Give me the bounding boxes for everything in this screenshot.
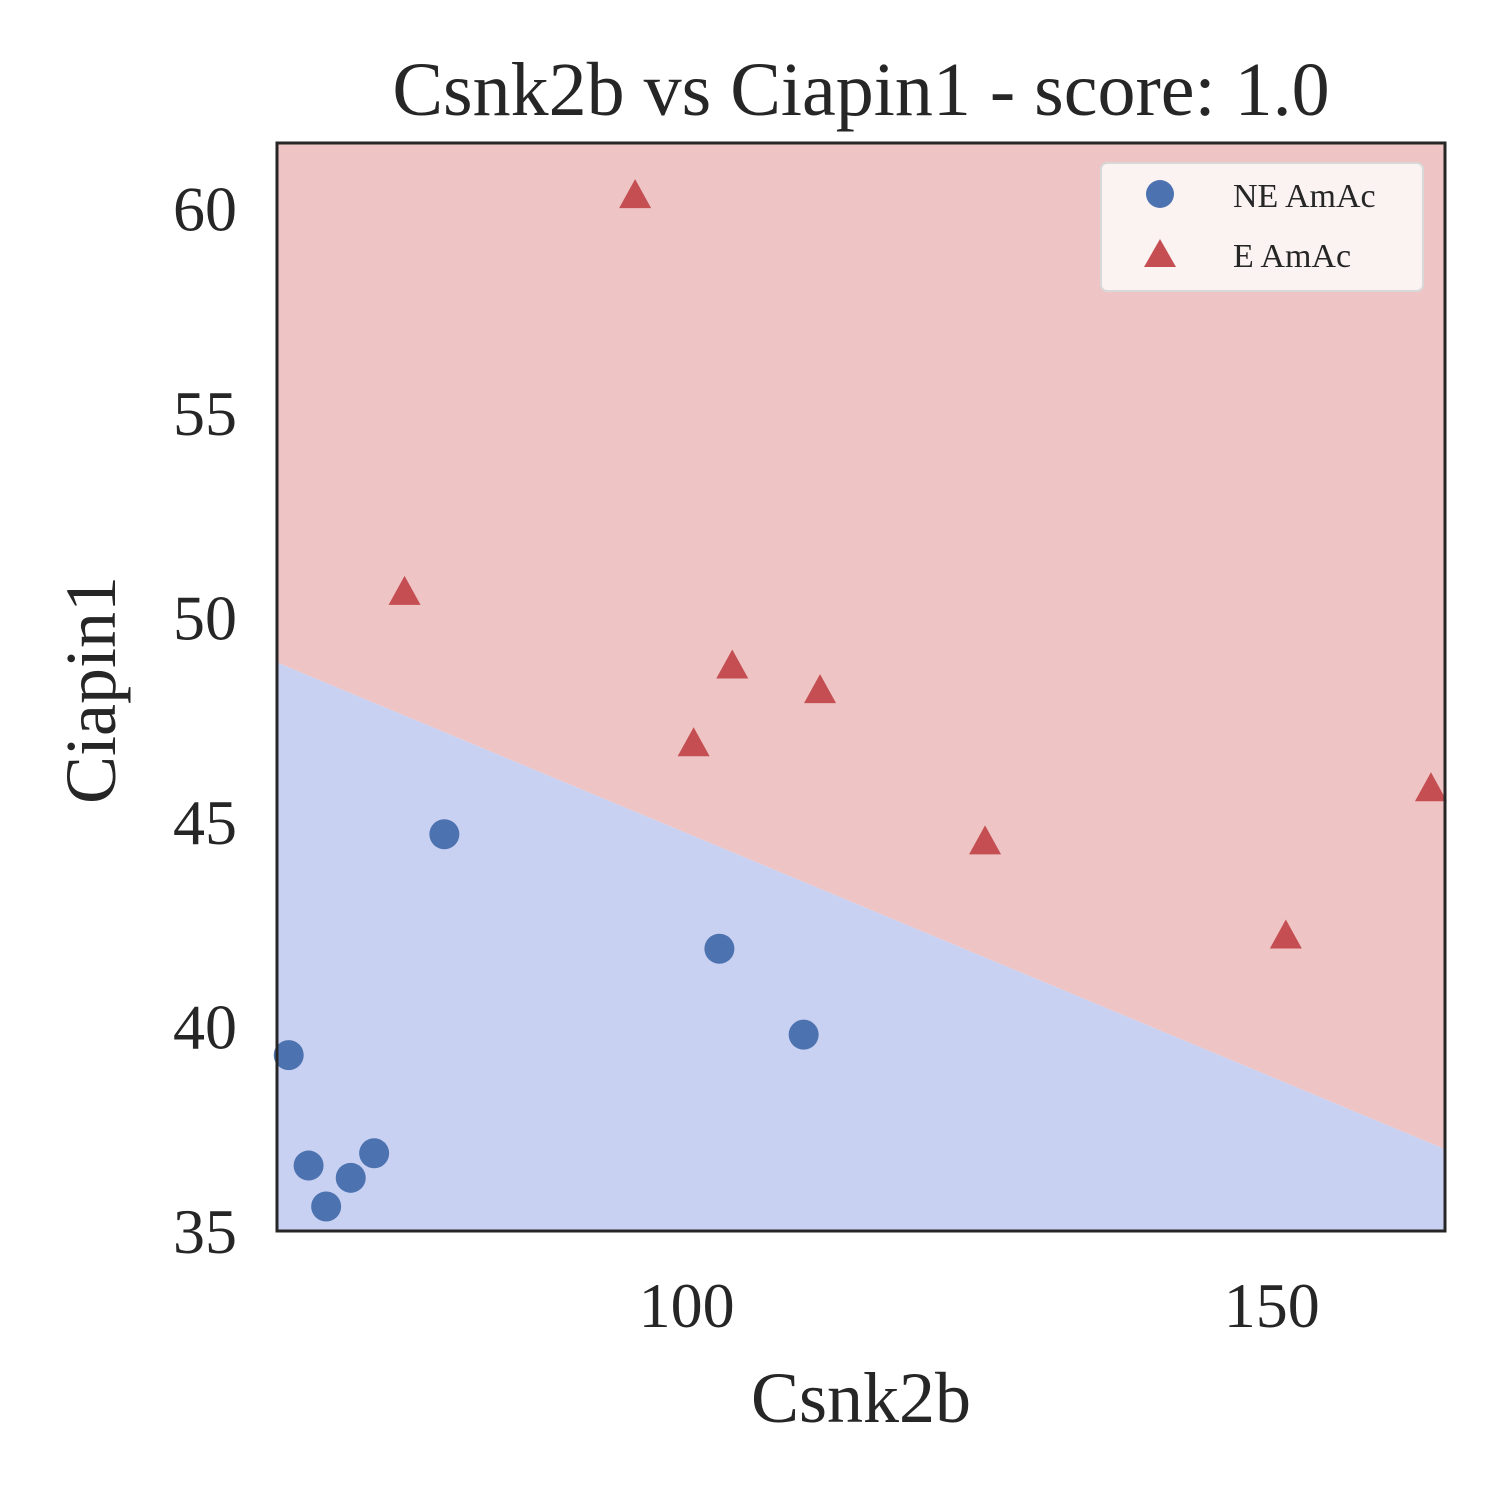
plot-frame <box>275 141 1447 1233</box>
lower-decision-region <box>277 662 1445 1231</box>
x-tick-labels: 100 150 <box>639 1270 1320 1341</box>
y-tick-label: 55 <box>173 378 237 449</box>
x-tick-label: 150 <box>1224 1270 1320 1341</box>
point-e-amac <box>969 825 1002 855</box>
point-ne-amac <box>704 933 735 964</box>
point-e-amac <box>716 649 749 679</box>
decision-regions <box>277 143 1445 1231</box>
point-ne-amac <box>788 1019 819 1050</box>
point-e-amac <box>1269 919 1302 949</box>
point-e-amac <box>804 674 837 704</box>
y-tick-label: 35 <box>173 1196 237 1267</box>
legend-box <box>1100 162 1424 292</box>
legend-label-e-amac: E AmAc <box>1233 238 1351 275</box>
y-tick-labels: 35 40 45 50 55 60 <box>173 173 237 1267</box>
legend: NE AmAc E AmAc <box>1100 162 1424 292</box>
point-e-amac <box>1414 772 1447 802</box>
legend-label-ne-amac: NE AmAc <box>1233 178 1376 215</box>
point-ne-amac <box>273 1040 304 1071</box>
legend-marker-ne-amac <box>1146 180 1174 208</box>
y-tick-label: 45 <box>173 787 237 858</box>
legend-marker-e-amac <box>1144 239 1176 267</box>
point-ne-amac <box>335 1162 366 1193</box>
x-tick-label: 100 <box>639 1270 735 1341</box>
point-e-amac <box>619 179 652 209</box>
point-e-amac <box>677 727 710 757</box>
upper-decision-region <box>277 143 1445 1150</box>
x-axis-label: Csnk2b <box>751 1358 971 1438</box>
point-ne-amac <box>311 1191 342 1222</box>
point-ne-amac <box>429 819 460 850</box>
point-ne-amac <box>359 1138 390 1169</box>
data-points <box>273 179 1447 1222</box>
y-tick-label: 40 <box>173 991 237 1062</box>
point-e-amac <box>388 575 421 605</box>
y-tick-label: 50 <box>173 582 237 653</box>
point-ne-amac <box>293 1150 324 1181</box>
chart-title: Csnk2b vs Ciapin1 - score: 1.0 <box>392 48 1329 132</box>
y-tick-label: 60 <box>173 173 237 244</box>
y-axis-label: Ciapin1 <box>51 576 131 804</box>
